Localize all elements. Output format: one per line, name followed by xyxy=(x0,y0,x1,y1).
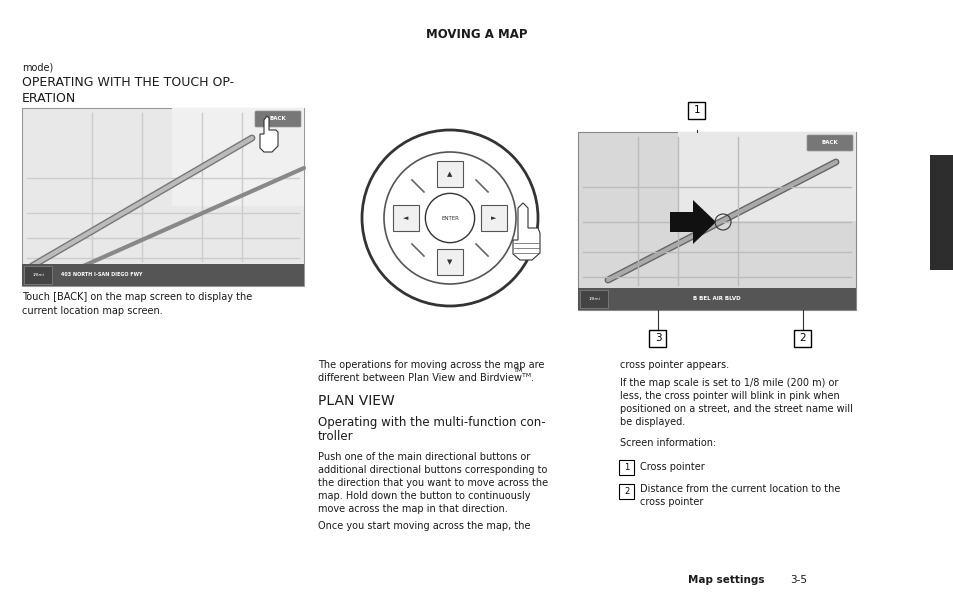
Text: B BEL AIR BLVD: B BEL AIR BLVD xyxy=(693,297,740,302)
Text: Push one of the main directional buttons or: Push one of the main directional buttons… xyxy=(317,452,530,462)
FancyBboxPatch shape xyxy=(579,290,607,308)
FancyBboxPatch shape xyxy=(618,460,634,474)
FancyBboxPatch shape xyxy=(480,205,506,231)
FancyBboxPatch shape xyxy=(794,330,811,347)
Text: ▲: ▲ xyxy=(447,171,453,177)
FancyBboxPatch shape xyxy=(393,205,418,231)
Circle shape xyxy=(425,193,475,243)
Text: 1: 1 xyxy=(623,463,629,471)
Text: Touch [BACK] on the map screen to display the
current location map screen.: Touch [BACK] on the map screen to displa… xyxy=(22,292,252,316)
FancyBboxPatch shape xyxy=(24,266,52,284)
Text: troller: troller xyxy=(317,430,354,443)
Text: 403 NORTH I-SAN DIEGO FWY: 403 NORTH I-SAN DIEGO FWY xyxy=(61,272,143,277)
Text: ERATION: ERATION xyxy=(22,92,76,105)
FancyBboxPatch shape xyxy=(22,264,304,286)
Text: TM: TM xyxy=(514,368,522,373)
Text: move across the map in that direction.: move across the map in that direction. xyxy=(317,504,507,514)
Polygon shape xyxy=(260,116,277,152)
Text: positioned on a street, and the street name will: positioned on a street, and the street n… xyxy=(619,404,852,414)
FancyBboxPatch shape xyxy=(649,330,666,347)
Text: OPERATING WITH THE TOUCH OP-: OPERATING WITH THE TOUCH OP- xyxy=(22,76,233,89)
Text: ►: ► xyxy=(491,215,497,221)
Text: Operating with the multi-function con-: Operating with the multi-function con- xyxy=(317,416,545,429)
Text: ▼: ▼ xyxy=(447,259,453,265)
Polygon shape xyxy=(513,203,539,260)
Text: 1/8mi: 1/8mi xyxy=(587,297,599,301)
Text: Distance from the current location to the: Distance from the current location to th… xyxy=(639,484,840,494)
Text: cross pointer: cross pointer xyxy=(639,497,702,507)
FancyBboxPatch shape xyxy=(172,108,304,206)
Text: Screen information:: Screen information: xyxy=(619,438,716,448)
Text: 3: 3 xyxy=(654,333,660,343)
Text: BACK: BACK xyxy=(821,140,838,145)
Text: 2: 2 xyxy=(799,333,805,343)
Polygon shape xyxy=(669,200,716,244)
Text: different between Plan View and Birdviewᵀᴹ.: different between Plan View and Birdview… xyxy=(317,373,534,383)
FancyBboxPatch shape xyxy=(929,155,953,270)
Text: If the map scale is set to 1/8 mile (200 m) or: If the map scale is set to 1/8 mile (200… xyxy=(619,378,838,388)
Text: 2: 2 xyxy=(623,486,629,496)
Text: less, the cross pointer will blink in pink when: less, the cross pointer will blink in pi… xyxy=(619,391,839,401)
FancyBboxPatch shape xyxy=(22,108,304,286)
FancyBboxPatch shape xyxy=(618,483,634,499)
FancyBboxPatch shape xyxy=(578,288,855,310)
Text: cross pointer appears.: cross pointer appears. xyxy=(619,360,728,370)
FancyBboxPatch shape xyxy=(578,132,855,310)
Circle shape xyxy=(384,152,516,284)
Text: 1: 1 xyxy=(693,105,700,115)
Text: PLAN VIEW: PLAN VIEW xyxy=(317,394,395,408)
Text: 1/8mi: 1/8mi xyxy=(32,273,44,277)
Text: additional directional buttons corresponding to: additional directional buttons correspon… xyxy=(317,465,547,475)
FancyBboxPatch shape xyxy=(688,102,705,119)
FancyBboxPatch shape xyxy=(254,111,301,127)
Text: the direction that you want to move across the: the direction that you want to move acro… xyxy=(317,478,548,488)
Circle shape xyxy=(361,130,537,306)
Text: be displayed.: be displayed. xyxy=(619,417,684,427)
Text: The operations for moving across the map are: The operations for moving across the map… xyxy=(317,360,544,370)
FancyBboxPatch shape xyxy=(678,132,855,221)
Text: 3-5: 3-5 xyxy=(789,575,806,585)
Text: Cross pointer: Cross pointer xyxy=(639,462,704,472)
Text: Map settings: Map settings xyxy=(687,575,763,585)
Text: ◄: ◄ xyxy=(403,215,408,221)
FancyBboxPatch shape xyxy=(436,161,462,187)
Text: Once you start moving across the map, the: Once you start moving across the map, th… xyxy=(317,521,530,531)
FancyBboxPatch shape xyxy=(806,135,852,151)
Text: map. Hold down the button to continuously: map. Hold down the button to continuousl… xyxy=(317,491,530,501)
FancyBboxPatch shape xyxy=(436,249,462,275)
Text: MOVING A MAP: MOVING A MAP xyxy=(426,28,527,41)
Text: ENTER: ENTER xyxy=(440,215,458,221)
Text: BACK: BACK xyxy=(270,117,286,122)
Text: mode): mode) xyxy=(22,62,53,72)
